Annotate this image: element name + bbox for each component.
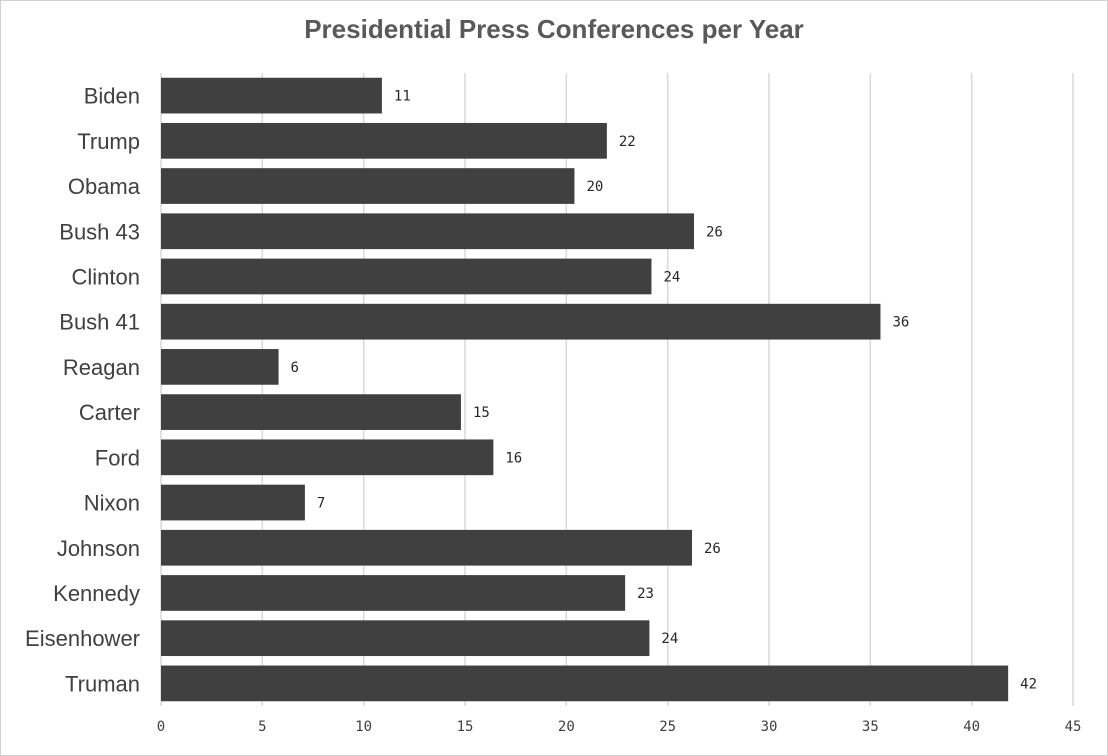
category-label: Bush 43 [59, 219, 140, 244]
category-label: Obama [68, 174, 141, 199]
category-label: Trump [77, 129, 140, 154]
gridlines [160, 73, 1074, 706]
x-tick-label: 20 [558, 719, 575, 735]
x-tick-labels: 0 5 10 15 20 25 30 35 40 45 [157, 719, 1082, 735]
x-tick-label: 35 [862, 719, 879, 735]
category-label: Truman [65, 671, 140, 696]
value-label: 20 [586, 179, 603, 195]
category-label: Carter [79, 400, 140, 425]
value-label: 7 [317, 496, 325, 512]
bar [161, 439, 494, 476]
x-tick-label: 15 [457, 719, 474, 735]
value-label: 36 [892, 315, 909, 331]
category-labels: Biden Trump Obama Bush 43 Clinton Bush 41 Reag… [25, 84, 141, 697]
x-tick-label: 10 [355, 719, 372, 735]
bar [161, 122, 607, 159]
x-tick-label: 0 [157, 719, 165, 735]
bar [161, 303, 881, 340]
bar [161, 213, 695, 250]
value-label: 26 [706, 224, 723, 240]
bars [161, 77, 1009, 702]
chart-title: Presidential Press Conferences per Year [304, 14, 804, 44]
category-label: Reagan [63, 355, 140, 380]
x-tick-label: 30 [761, 719, 778, 735]
bar [161, 77, 382, 114]
bar [161, 529, 692, 566]
category-label: Ford [95, 445, 140, 470]
category-label: Bush 41 [59, 310, 140, 335]
category-label: Kennedy [53, 581, 140, 606]
bar [161, 258, 652, 295]
value-label: 6 [291, 360, 299, 376]
bar [161, 394, 461, 430]
category-label: Biden [84, 84, 140, 109]
x-tick-label: 25 [659, 719, 676, 735]
category-label: Johnson [57, 536, 140, 561]
bar [161, 575, 626, 611]
value-label: 16 [505, 450, 522, 466]
bar [161, 484, 305, 521]
value-label: 15 [473, 405, 490, 421]
x-tick-label: 40 [963, 719, 980, 735]
value-label: 42 [1020, 676, 1037, 692]
value-label: 11 [394, 89, 411, 105]
value-label: 26 [704, 541, 721, 557]
value-labels: 11 22 20 26 24 36 6 15 16 7 26 23 24 42 [291, 89, 1037, 693]
value-label: 24 [663, 269, 680, 285]
bar [161, 349, 279, 385]
value-label: 22 [619, 134, 636, 150]
bar [161, 620, 650, 657]
category-label: Clinton [72, 264, 140, 289]
bar [161, 665, 1009, 702]
category-label: Nixon [84, 491, 140, 516]
category-label: Eisenhower [25, 626, 140, 651]
value-label: 24 [661, 631, 678, 647]
x-tick-label: 45 [1065, 719, 1082, 735]
value-label: 23 [637, 586, 654, 602]
bar [161, 168, 575, 204]
x-tick-label: 5 [258, 719, 266, 735]
